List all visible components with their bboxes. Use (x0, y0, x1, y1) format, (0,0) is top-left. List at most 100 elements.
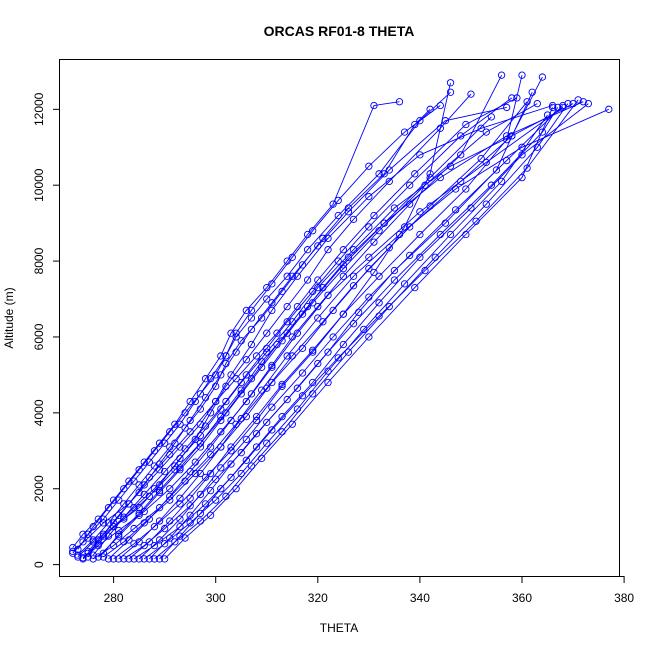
data-point (150, 523, 159, 531)
data-point (145, 458, 153, 466)
data-point (283, 318, 291, 326)
data-point (400, 223, 409, 231)
data-point (257, 357, 266, 366)
data-point (421, 266, 429, 275)
data-point (309, 346, 317, 354)
data-point (263, 329, 271, 337)
data-point (579, 98, 587, 106)
data-point (232, 329, 240, 337)
data-point (232, 348, 240, 356)
data-point (365, 333, 373, 341)
data-point (166, 534, 174, 542)
y-axis: 0 2000 4000 6000 8000 10000 12000 (32, 92, 60, 568)
data-point (166, 428, 174, 436)
data-point (584, 99, 593, 108)
data-point (508, 94, 516, 102)
data-point (309, 287, 317, 296)
series-profile-10 (140, 111, 552, 563)
data-point (324, 246, 332, 254)
data-point (191, 435, 199, 444)
data-point (140, 490, 148, 499)
data-point (227, 416, 235, 425)
data-point (191, 469, 199, 478)
data-point (375, 227, 383, 235)
data-point (538, 128, 547, 136)
data-point (288, 333, 296, 341)
data-point (135, 511, 143, 519)
data-point (298, 310, 307, 318)
data-point (283, 302, 291, 311)
data-point (206, 443, 215, 451)
data-point (237, 378, 245, 387)
data-point (314, 242, 322, 250)
data-point (334, 257, 342, 265)
data-point (99, 515, 108, 523)
data-point (268, 361, 276, 370)
data-point (528, 88, 536, 96)
data-point (411, 283, 419, 292)
data-point (441, 117, 450, 125)
data-point (252, 430, 261, 438)
data-point (416, 117, 424, 125)
data-point (324, 348, 332, 356)
data-point (186, 468, 194, 476)
data-point (406, 181, 414, 189)
data-point (201, 394, 210, 402)
series-line (148, 107, 559, 560)
data-point (365, 192, 373, 201)
data-point (446, 79, 455, 87)
data-point (247, 390, 256, 398)
series-line (123, 92, 533, 560)
y-tick-label: 0 (32, 561, 46, 568)
y-tick-label: 4000 (32, 399, 46, 426)
data-point (400, 128, 409, 136)
data-point (467, 90, 475, 98)
data-point (523, 98, 531, 106)
data-point (135, 538, 143, 546)
data-point (161, 540, 169, 548)
data-point (155, 536, 164, 544)
data-point (166, 485, 174, 493)
data-point (150, 485, 159, 493)
data-point (140, 541, 148, 550)
data-point (171, 462, 179, 470)
data-point (349, 320, 358, 328)
data-point (278, 337, 286, 345)
series-profile-24 (69, 88, 455, 557)
data-point (186, 511, 194, 519)
data-point (125, 555, 133, 563)
data-point (385, 302, 393, 311)
series-profile-28 (99, 99, 541, 557)
data-point (365, 293, 373, 301)
data-point (237, 386, 245, 394)
data-point (212, 397, 220, 406)
data-point (222, 397, 230, 406)
data-point (492, 166, 501, 174)
data-point (283, 395, 291, 404)
data-point (140, 519, 148, 527)
data-point (161, 555, 169, 563)
data-point (298, 261, 307, 269)
data-point (109, 555, 118, 563)
data-point (89, 536, 97, 544)
data-point (482, 200, 490, 208)
data-point (339, 246, 347, 254)
data-point (115, 532, 123, 540)
data-point (150, 541, 159, 550)
series-profile-2 (74, 99, 577, 561)
data-point (324, 291, 332, 299)
data-point (171, 420, 179, 428)
series-line (143, 114, 548, 560)
data-point (400, 280, 409, 288)
data-point (155, 555, 164, 563)
series-profile-23 (155, 96, 582, 563)
data-point (206, 469, 215, 478)
data-point (247, 306, 256, 315)
data-point (426, 105, 434, 113)
data-point (140, 481, 148, 489)
data-point (482, 128, 490, 136)
data-point (329, 200, 337, 208)
data-point (155, 481, 164, 489)
data-point (166, 492, 174, 500)
